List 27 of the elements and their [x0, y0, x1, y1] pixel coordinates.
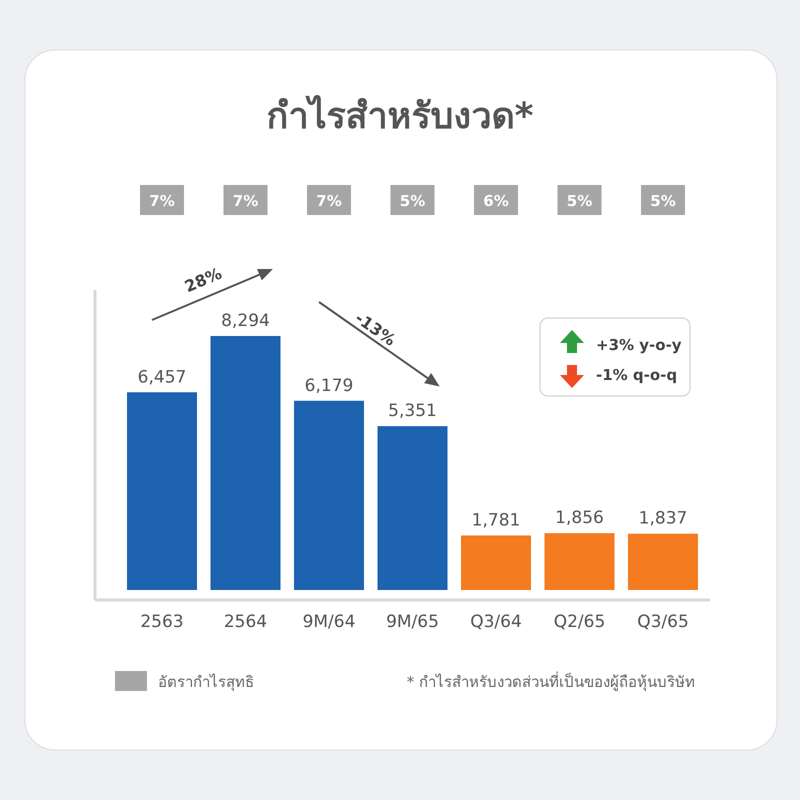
text: 7%	[149, 192, 175, 210]
text: 7%	[232, 192, 258, 210]
annotation: +3% y-o-y	[596, 336, 682, 354]
x-tick-label: 2564	[224, 612, 268, 632]
text: 5%	[650, 192, 676, 210]
text: 6%	[483, 192, 509, 210]
text: 5%	[400, 192, 426, 210]
text: อัตรากำไรสุทธิ	[158, 673, 254, 692]
text: 28%	[182, 264, 224, 296]
data-label: 1,781	[472, 510, 520, 530]
annotation: -1% q-o-q	[596, 366, 678, 384]
x-tick-label: 9M/65	[386, 612, 439, 632]
data-label: 8,294	[221, 311, 270, 331]
text: 7%	[316, 192, 342, 210]
data-label: 6,457	[138, 367, 186, 388]
chart-title: กำไรสำหรับงวด*	[266, 94, 534, 137]
x-tick-label: Q2/65	[554, 612, 606, 632]
text: * กำไรสำหรับงวดส่วนที่เป็นของผู้ถือหุ้นบริษัท	[406, 671, 695, 692]
data-label: 1,837	[638, 508, 688, 529]
data-label: 6,179	[304, 376, 354, 396]
x-tick-label: Q3/64	[470, 612, 522, 632]
x-tick-label: 2563	[140, 612, 184, 632]
text: 5%	[566, 192, 592, 210]
data-label: 5,351	[388, 401, 437, 422]
data-label: 1,856	[555, 508, 604, 528]
x-tick-label: 9M/64	[302, 612, 356, 632]
x-tick-label: Q3/65	[637, 612, 689, 632]
